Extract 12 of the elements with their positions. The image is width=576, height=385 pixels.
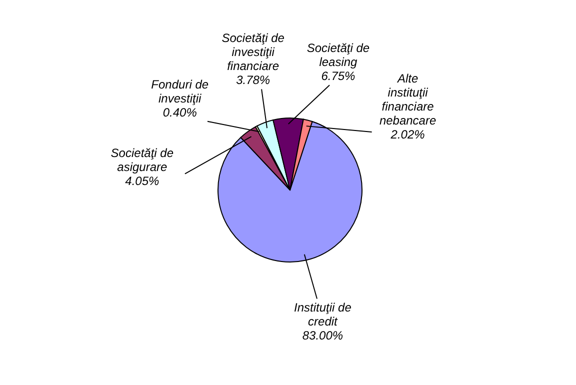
slice-label: Instituţii de credit <box>294 300 352 329</box>
data-label: 6.75% <box>321 69 356 84</box>
data-label: 3.78% <box>236 73 270 88</box>
data-label: 4.05% <box>125 174 160 188</box>
data-label: 0.40% <box>162 105 198 120</box>
slice-label: Alte instituţii financiare nebancare <box>379 71 436 128</box>
slice-label: Societăţi de leasing <box>306 41 370 70</box>
slice-label: Societăţi de asigurare <box>110 146 174 174</box>
slice-label: Fonduri de investiţii <box>151 77 209 106</box>
data-label: 83.00% <box>302 328 344 343</box>
slice-label: Societăţi de investiţii financiare <box>222 31 285 74</box>
data-label: 2.02% <box>390 127 426 142</box>
